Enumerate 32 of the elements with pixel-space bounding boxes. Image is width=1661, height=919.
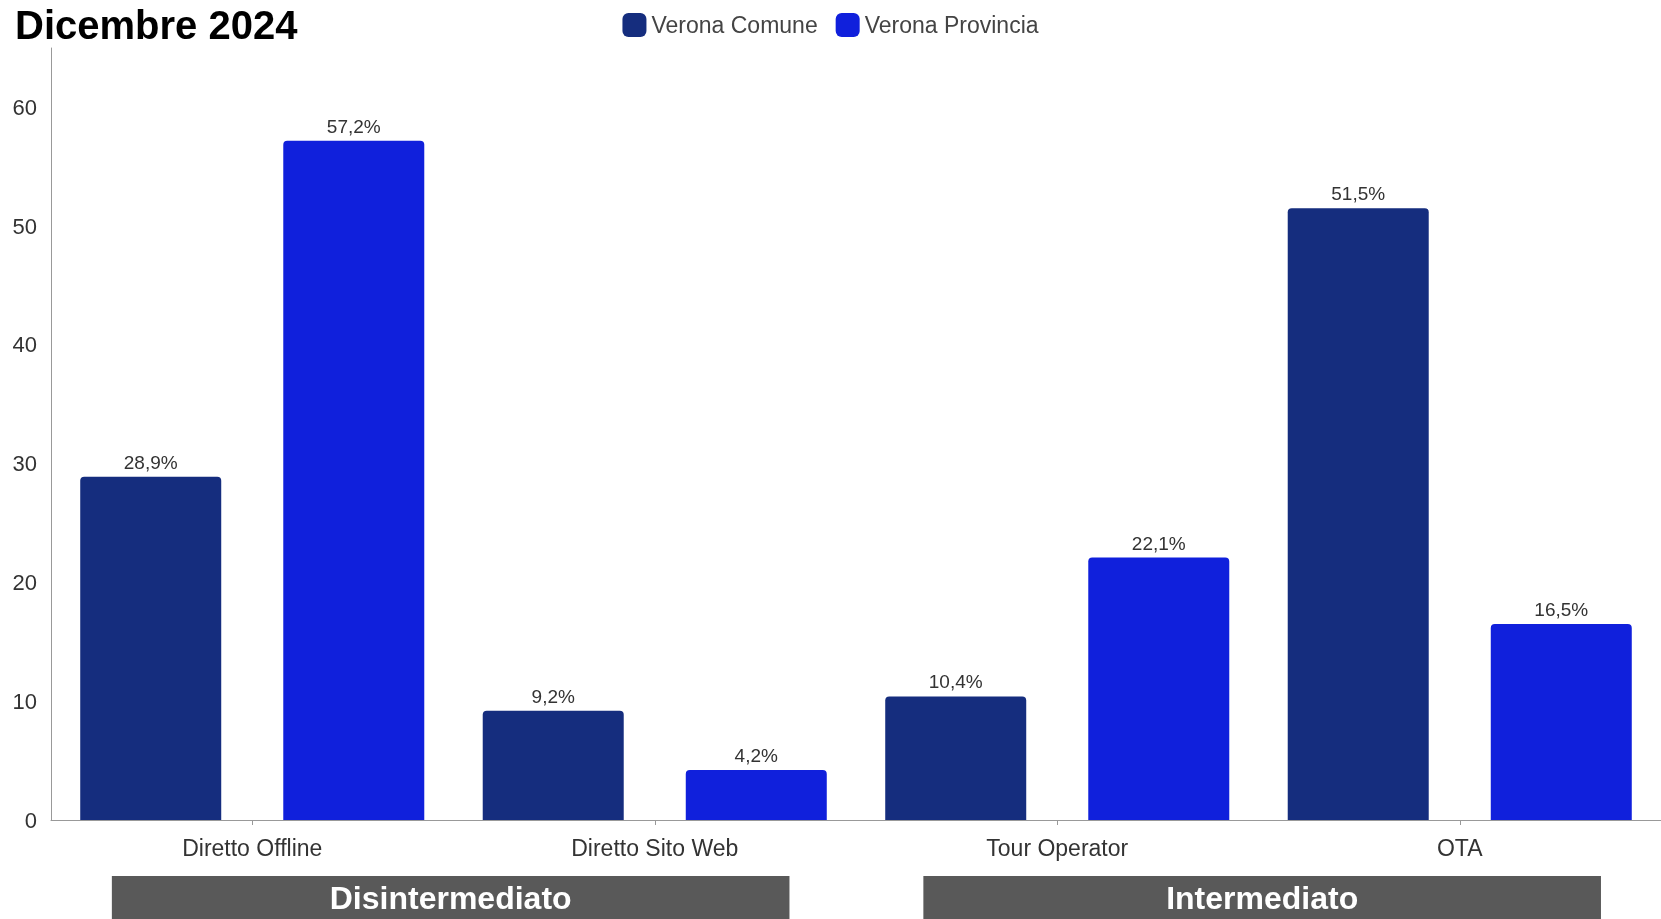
x-tick-label: OTA	[1436, 834, 1484, 861]
y-tick-label: 0	[24, 807, 37, 833]
y-tick-label: 30	[12, 451, 37, 477]
bar	[1088, 557, 1230, 820]
chart-title: Dicembre 2024	[15, 3, 299, 47]
bar	[283, 140, 425, 820]
data-label: 57,2%	[326, 115, 381, 137]
data-label: 9,2%	[531, 685, 575, 707]
bar	[885, 696, 1027, 820]
data-label: 16,5%	[1534, 599, 1589, 621]
text: Disintermediato	[329, 880, 572, 916]
data-label: 51,5%	[1331, 183, 1386, 205]
x-tick-label: Diretto Sito Web	[571, 834, 739, 861]
y-tick-label: 10	[12, 688, 37, 714]
bar	[1490, 624, 1632, 820]
legend-label: Verona Comune	[651, 12, 818, 38]
y-tick-label: 60	[12, 94, 37, 120]
bar	[482, 710, 624, 820]
legend-label: Verona Provincia	[864, 12, 1039, 38]
x-tick-label: Tour Operator	[986, 834, 1129, 861]
data-label: 22,1%	[1131, 532, 1186, 554]
data-label: 28,9%	[123, 451, 178, 473]
data-label: 4,2%	[734, 745, 779, 767]
x-tick-label: Diretto Offline	[182, 834, 323, 861]
y-tick-label: 20	[12, 569, 37, 595]
text: Intermediato	[1166, 880, 1359, 916]
y-tick-label: 50	[12, 213, 37, 239]
data-label: 10,4%	[928, 671, 983, 693]
bar	[1287, 208, 1429, 820]
bar	[685, 770, 827, 820]
y-tick-label: 40	[12, 332, 37, 358]
bar	[80, 476, 222, 820]
